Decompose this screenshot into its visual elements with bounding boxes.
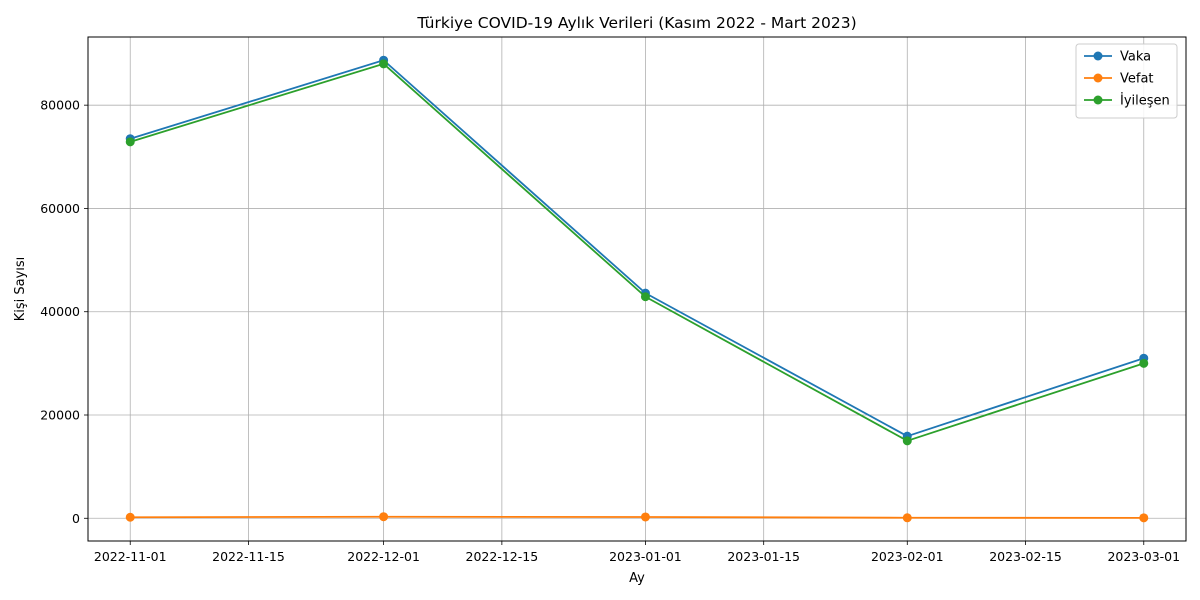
series-group [125,55,1149,523]
x-tick-label: 2023-01-15 [727,549,800,564]
x-tick-label: 2022-11-15 [212,549,285,564]
legend-item: Vaka [1084,50,1151,65]
x-tick-label: 2023-01-01 [609,549,682,564]
data-point [125,137,135,147]
y-axis-ticks: 0 20000 40000 60000 80000 [40,98,88,526]
data-point [379,59,389,69]
legend-item: İyileşen [1084,93,1170,109]
y-tick-label: 60000 [40,201,80,216]
x-tick-label: 2023-02-15 [989,549,1062,564]
x-tick-label: 2022-11-01 [94,549,167,564]
x-tick-label: 2022-12-01 [347,549,420,564]
data-point [902,513,912,523]
data-point [125,512,135,522]
legend-marker [1093,95,1103,105]
series-2 [125,59,1149,446]
data-point [379,512,389,522]
y-tick-label: 0 [72,511,80,526]
y-tick-label: 80000 [40,98,80,113]
y-tick-label: 20000 [40,408,80,423]
series-1 [125,512,1149,523]
data-point [1139,513,1149,523]
x-axis-ticks: 2022-11-01 2022-11-15 2022-12-01 2022-12-15… [94,541,1180,564]
legend-marker [1093,73,1103,83]
x-tick-label: 2023-02-01 [871,549,944,564]
y-tick-label: 40000 [40,304,80,319]
legend-item: Vefat [1084,72,1154,87]
data-point [640,292,650,302]
legend-label: Vaka [1120,50,1151,65]
x-tick-label: 2022-12-15 [466,549,539,564]
x-axis-label: Ay [629,571,645,586]
legend-marker [1093,51,1103,61]
plot-frame [87,36,1187,542]
data-point [902,436,912,446]
series-line [130,515,1144,519]
y-axis-label: Kişi Sayısı [13,257,28,322]
chart-title: Türkiye COVID-19 Aylık Verileri (Kasım 2… [416,14,856,32]
data-point [1139,358,1149,368]
legend-label: İyileşen [1120,93,1170,109]
legend-label: Vefat [1120,72,1154,87]
legend: Vaka Vefat İyileşen [1075,43,1178,119]
x-tick-label: 2023-03-01 [1107,549,1180,564]
data-point [640,512,650,522]
